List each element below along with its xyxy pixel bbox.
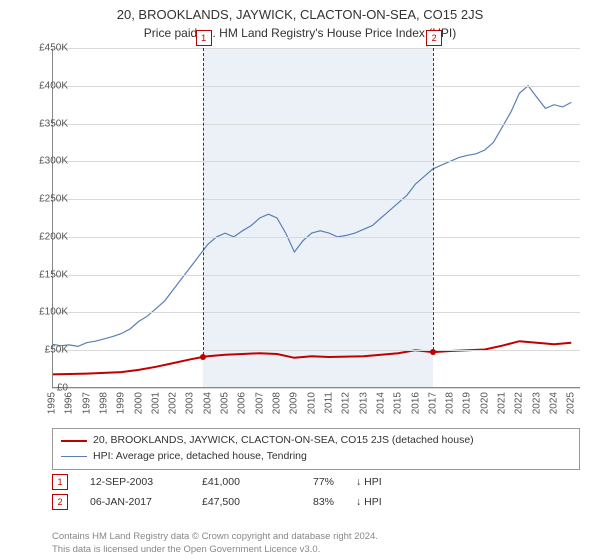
x-tick-label: 2010	[306, 392, 317, 414]
legend-swatch	[61, 440, 87, 442]
x-tick-label: 2011	[323, 392, 334, 414]
x-tick-label: 2004	[202, 392, 213, 414]
x-tick-label: 2016	[410, 392, 421, 414]
x-tick-label: 2022	[514, 392, 525, 414]
x-tick-label: 2002	[168, 392, 179, 414]
event-price: £41,000	[202, 476, 272, 488]
marker-dashed-line	[203, 48, 204, 355]
x-tick-label: 2019	[462, 392, 473, 414]
x-tick-label: 2024	[549, 392, 560, 414]
chart-subtitle: Price paid vs. HM Land Registry's House …	[0, 24, 600, 40]
event-percent: 77%	[294, 476, 334, 488]
event-price: £47,500	[202, 496, 272, 508]
chart-lines-svg	[52, 48, 580, 388]
legend-label: HPI: Average price, detached house, Tend…	[93, 449, 307, 465]
y-tick-label: £200K	[24, 231, 68, 242]
x-tick-label: 2003	[185, 392, 196, 414]
marker-dashed-line	[433, 48, 434, 350]
grid-line	[52, 237, 580, 238]
x-tick-label: 2013	[358, 392, 369, 414]
grid-line	[52, 388, 580, 389]
y-tick-label: £450K	[24, 43, 68, 54]
x-tick-label: 2020	[479, 392, 490, 414]
x-tick-label: 2005	[220, 392, 231, 414]
y-tick-label: £150K	[24, 269, 68, 280]
grid-line	[52, 48, 580, 49]
marker-box: 1	[196, 30, 212, 46]
x-tick-label: 1999	[116, 392, 127, 414]
figure-container: 20, BROOKLANDS, JAYWICK, CLACTON-ON-SEA,…	[0, 0, 600, 560]
footer-line-1: Contains HM Land Registry data © Crown c…	[52, 531, 378, 543]
x-tick-label: 2015	[393, 392, 404, 414]
series-property	[52, 341, 571, 374]
x-tick-label: 2023	[531, 392, 542, 414]
y-tick-label: £100K	[24, 307, 68, 318]
x-tick-label: 2001	[150, 392, 161, 414]
marker-box: 2	[426, 30, 442, 46]
x-tick-label: 2009	[289, 392, 300, 414]
grid-line	[52, 124, 580, 125]
event-date: 12-SEP-2003	[90, 476, 180, 488]
grid-line	[52, 86, 580, 87]
y-tick-label: £250K	[24, 194, 68, 205]
x-tick-label: 2014	[375, 392, 386, 414]
y-tick-label: £300K	[24, 156, 68, 167]
event-hpi-indicator: ↓ HPI	[356, 496, 382, 508]
event-hpi-indicator: ↓ HPI	[356, 476, 382, 488]
footer-attribution: Contains HM Land Registry data © Crown c…	[52, 531, 378, 556]
x-tick-label: 2017	[427, 392, 438, 414]
event-marker-box: 1	[52, 474, 68, 490]
grid-line	[52, 161, 580, 162]
x-tick-label: 1995	[47, 392, 58, 414]
y-tick-label: £50K	[24, 345, 68, 356]
grid-line	[52, 350, 580, 351]
x-tick-label: 2000	[133, 392, 144, 414]
marker-dot	[200, 354, 206, 360]
x-tick-label: 1998	[98, 392, 109, 414]
x-tick-label: 2007	[254, 392, 265, 414]
footer-line-2: This data is licensed under the Open Gov…	[52, 544, 378, 556]
x-tick-label: 2012	[341, 392, 352, 414]
marker-dot	[430, 349, 436, 355]
x-tick-label: 2021	[497, 392, 508, 414]
x-tick-label: 2025	[566, 392, 577, 414]
x-tick-label: 2008	[272, 392, 283, 414]
event-marker-box: 2	[52, 494, 68, 510]
grid-line	[52, 275, 580, 276]
legend-row: HPI: Average price, detached house, Tend…	[61, 449, 571, 465]
x-tick-label: 1997	[81, 392, 92, 414]
legend-box: 20, BROOKLANDS, JAYWICK, CLACTON-ON-SEA,…	[52, 428, 580, 470]
event-row: 1 12-SEP-2003 £41,000 77% ↓ HPI	[52, 474, 572, 490]
legend-row: 20, BROOKLANDS, JAYWICK, CLACTON-ON-SEA,…	[61, 433, 571, 449]
event-percent: 83%	[294, 496, 334, 508]
y-tick-label: £400K	[24, 80, 68, 91]
grid-line	[52, 199, 580, 200]
event-date: 06-JAN-2017	[90, 496, 180, 508]
chart-plot-area: 12	[52, 48, 580, 388]
grid-line	[52, 312, 580, 313]
legend-label: 20, BROOKLANDS, JAYWICK, CLACTON-ON-SEA,…	[93, 433, 474, 449]
x-tick-label: 2018	[445, 392, 456, 414]
legend-swatch	[61, 456, 87, 457]
y-axis-line	[52, 48, 53, 388]
chart-title: 20, BROOKLANDS, JAYWICK, CLACTON-ON-SEA,…	[0, 0, 600, 24]
x-tick-label: 1996	[64, 392, 75, 414]
series-hpi	[52, 86, 571, 347]
x-tick-label: 2006	[237, 392, 248, 414]
y-tick-label: £350K	[24, 118, 68, 129]
event-row: 2 06-JAN-2017 £47,500 83% ↓ HPI	[52, 494, 572, 510]
